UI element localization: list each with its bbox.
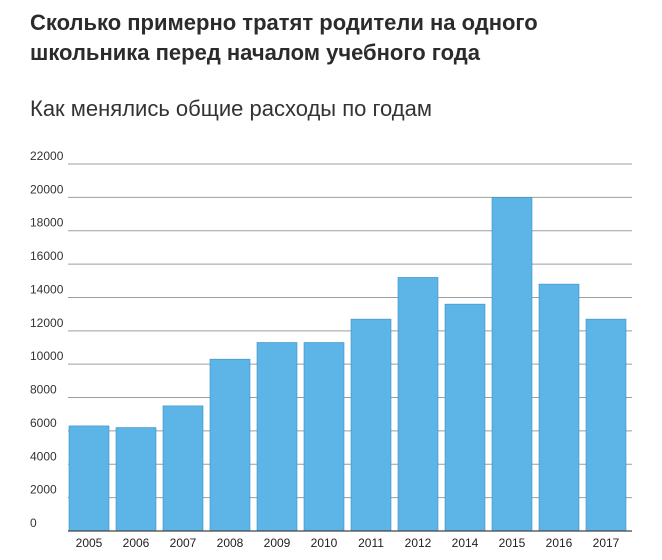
x-tick-label-2006: 2006 bbox=[123, 536, 150, 550]
x-tick-label-2016: 2016 bbox=[546, 536, 573, 550]
y-axis-tick-labels: 0 2000 4000 6000 8000 10000 12000 14000 16000 180… bbox=[30, 149, 64, 530]
y-tick-label-6000: 6000 bbox=[30, 416, 57, 430]
y-tick-label-14000: 14000 bbox=[30, 282, 64, 296]
y-tick-label-4000: 4000 bbox=[30, 449, 57, 463]
y-tick-label-10000: 10000 bbox=[30, 349, 64, 363]
bars bbox=[68, 197, 627, 532]
bar-2011 bbox=[350, 318, 392, 532]
chart-title-line-2: школьника перед началом учебного года bbox=[30, 40, 481, 65]
x-tick-label-2011: 2011 bbox=[358, 536, 384, 550]
x-tick-label-2015: 2015 bbox=[499, 536, 526, 550]
x-tick-label-2012: 2012 bbox=[405, 536, 432, 550]
bar-2007 bbox=[162, 405, 204, 532]
y-tick-label-22000: 22000 bbox=[30, 149, 64, 163]
x-tick-label-2005: 2005 bbox=[76, 536, 103, 550]
bar-2010 bbox=[303, 342, 345, 532]
y-tick-label-2000: 2000 bbox=[30, 483, 57, 497]
y-tick-label-18000: 18000 bbox=[30, 216, 64, 230]
x-tick-label-2010: 2010 bbox=[311, 536, 338, 550]
x-tick-label-2009: 2009 bbox=[264, 536, 291, 550]
bar-2006 bbox=[115, 427, 157, 532]
bar-2016 bbox=[538, 283, 580, 532]
chart-subtitle: Как менялись общие расходы по годам bbox=[30, 96, 432, 121]
y-tick-label-12000: 12000 bbox=[30, 316, 64, 330]
x-tick-label-2014: 2014 bbox=[452, 536, 479, 550]
gridlines bbox=[68, 163, 632, 499]
bar-2017 bbox=[585, 318, 627, 532]
bar-2005 bbox=[68, 425, 110, 532]
x-tick-label-2008: 2008 bbox=[217, 536, 244, 550]
bar-2012 bbox=[397, 277, 439, 532]
chart-title: Сколько примерно тратят родители на одно… bbox=[30, 8, 650, 68]
y-tick-label-0: 0 bbox=[30, 516, 37, 530]
y-tick-label-8000: 8000 bbox=[30, 383, 57, 397]
bar-2009 bbox=[256, 342, 298, 532]
y-tick-label-20000: 20000 bbox=[30, 182, 64, 196]
x-tick-label-2017: 2017 bbox=[593, 536, 620, 550]
bar-2015 bbox=[491, 197, 533, 532]
x-axis-tick-labels: 2005 2006 2007 2008 2009 2010 2011 2012 2014 2015… bbox=[76, 536, 620, 550]
y-tick-label-16000: 16000 bbox=[30, 249, 64, 263]
bar-2008 bbox=[209, 358, 251, 532]
bar-2014 bbox=[444, 303, 486, 532]
chart-title-line-1: Сколько примерно тратят родители на одно… bbox=[30, 10, 538, 35]
x-tick-label-2007: 2007 bbox=[170, 536, 197, 550]
